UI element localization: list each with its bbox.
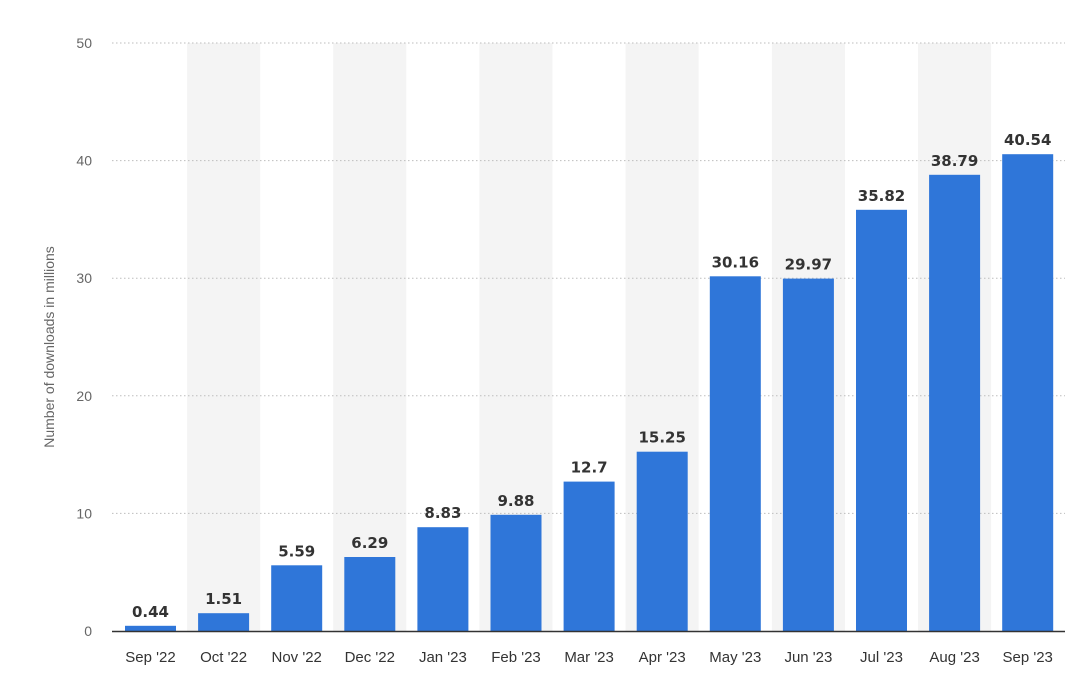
data-label: 9.88: [497, 492, 534, 510]
x-tick-label: Mar '23: [564, 649, 614, 666]
y-tick-label: 0: [84, 623, 92, 639]
x-tick-label: Apr '23: [639, 649, 686, 666]
data-label: 5.59: [278, 542, 315, 560]
x-tick-label: Aug '23: [929, 649, 979, 666]
x-tick-label: Nov '22: [272, 649, 322, 666]
data-label: 12.7: [571, 459, 608, 477]
data-label: 29.97: [785, 256, 832, 274]
bar-12: [1002, 154, 1054, 631]
x-tick-label: Dec '22: [345, 649, 395, 666]
bar-11: [929, 174, 981, 632]
data-label: 40.54: [1004, 131, 1051, 149]
y-tick-label: 20: [76, 388, 92, 404]
data-label: 30.16: [712, 253, 759, 271]
data-label: 15.25: [638, 429, 685, 447]
bar-9: [782, 278, 834, 631]
data-label: 0.44: [132, 603, 169, 621]
y-tick-label: 40: [76, 153, 92, 169]
y-axis-label: Number of downloads in millions: [41, 246, 57, 448]
data-label: 35.82: [858, 187, 905, 205]
x-tick-label: Feb '23: [491, 649, 541, 666]
x-axis-ticks: Sep '22 Oct '22 Nov '22 Dec '22 Jan '23 Feb '…: [125, 649, 1053, 666]
band-1: [187, 43, 261, 631]
data-label: 38.79: [931, 152, 978, 170]
bar-6: [563, 481, 615, 631]
bar-4: [417, 527, 469, 631]
y-axis-ticks: 0 10 20 30 40 50: [76, 35, 92, 639]
y-tick-label: 50: [76, 35, 92, 51]
x-tick-label: Oct '22: [200, 649, 247, 666]
bar-3: [344, 557, 396, 631]
data-labels: 0.44 1.51 5.59 6.29 8.83 9.88 12.7 15.25 30.16 29…: [132, 131, 1051, 621]
x-tick-label: Sep '22: [125, 649, 175, 666]
bars: [125, 154, 1054, 632]
bar-5: [490, 514, 542, 631]
bar-0: [125, 625, 176, 631]
y-tick-label: 30: [76, 270, 92, 286]
data-label: 8.83: [424, 504, 461, 522]
x-tick-label: May '23: [709, 649, 761, 666]
y-tick-label: 10: [76, 505, 92, 521]
bar-10: [856, 209, 907, 632]
x-tick-label: Jun '23: [784, 649, 832, 666]
data-label: 6.29: [351, 534, 388, 552]
x-tick-label: Sep '23: [1002, 649, 1052, 666]
bar-7: [636, 451, 688, 631]
x-tick-label: Jul '23: [860, 649, 903, 666]
x-tick-label: Jan '23: [419, 649, 467, 666]
data-label: 1.51: [205, 590, 242, 608]
bar-2: [271, 565, 323, 631]
bar-8: [709, 276, 761, 631]
bar-1: [198, 613, 250, 631]
band-3: [333, 43, 407, 631]
